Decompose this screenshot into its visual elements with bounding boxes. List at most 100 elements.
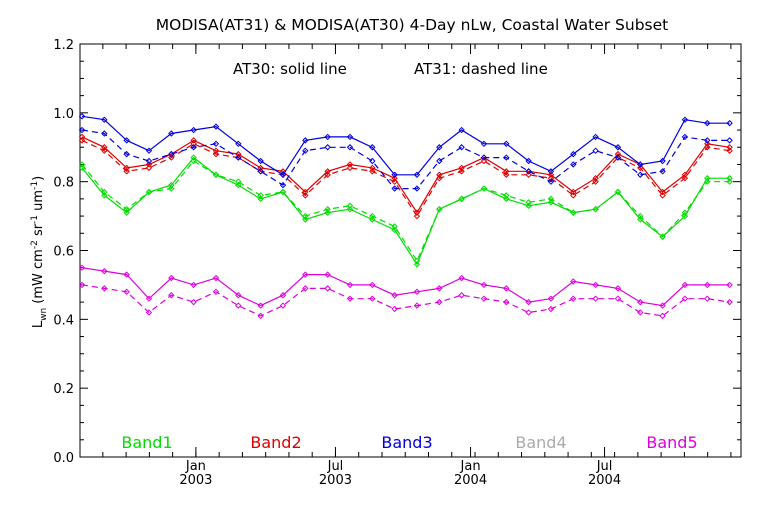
band1-at31-point <box>681 209 689 216</box>
band1-at30-point <box>123 209 130 216</box>
band3-at31-point <box>547 178 555 185</box>
band3-at30-point <box>726 119 733 127</box>
y-axis-label-subscript: wn <box>39 308 49 321</box>
band1-at30-point <box>369 216 376 223</box>
band2-at30-point <box>592 175 599 182</box>
band5-at30-point <box>413 288 421 296</box>
band1-at30-point <box>637 216 644 223</box>
y-axis-label-symbol: L <box>31 320 46 328</box>
band2-at30-point <box>614 150 622 158</box>
band1-at31-point <box>436 205 443 213</box>
band3-at30-point <box>592 133 599 141</box>
band5-at31-point <box>212 288 220 296</box>
band5-at30-point <box>637 298 644 306</box>
band5-at31-point <box>413 302 421 309</box>
band5-at31-point <box>145 309 153 316</box>
x-tick-label-year: 2003 <box>179 473 212 488</box>
y-axis-label-exp-2: -1 <box>30 215 40 224</box>
band3-at30-point <box>480 140 488 148</box>
band5-at31-point <box>369 295 376 302</box>
band5-at31-point <box>681 295 689 302</box>
band5-at31-point <box>190 298 197 306</box>
band5-at30-point <box>279 292 287 299</box>
band5-at31-point <box>592 295 599 302</box>
band2-at31-point <box>369 168 376 175</box>
band2-at31-line <box>81 139 730 218</box>
band5-at31-point <box>659 312 666 320</box>
band3-at30-point <box>570 150 577 158</box>
band2-at30-point <box>681 171 689 178</box>
band3-at31-point <box>659 168 666 175</box>
band1-at30-point <box>726 175 733 182</box>
band5-at30-point <box>324 271 331 278</box>
y-tick-label: 0.8 <box>53 176 74 191</box>
band2-at30-line <box>81 136 730 214</box>
band2-at31-point <box>302 192 309 199</box>
band2-at31-point <box>436 175 443 182</box>
band2-at31-point <box>704 144 711 151</box>
band5-at30-point <box>525 298 532 306</box>
band1-at30-point <box>101 192 108 199</box>
band3-at30-point <box>369 144 376 151</box>
band1-at31-point <box>190 157 197 165</box>
band1-at31-point <box>480 185 488 192</box>
band2-at30-point <box>659 188 666 196</box>
band2-at31-point <box>592 178 599 185</box>
band3-at30-point <box>212 123 220 130</box>
band2-at31-point <box>570 192 577 199</box>
band2-at31-point <box>726 147 733 154</box>
band1-at31-point <box>212 171 220 178</box>
band1-at31-point <box>726 178 733 185</box>
band1-at30-point <box>391 226 398 234</box>
band5-at30-point <box>78 264 86 271</box>
band2-at30-point <box>212 147 220 154</box>
band3-at31-point <box>302 147 309 154</box>
legend-band2: Band2 <box>250 433 301 452</box>
band2-at31-point <box>391 178 398 185</box>
band5-at30-point <box>212 274 220 282</box>
y-tick-label: 0.6 <box>53 245 74 260</box>
y-axis-label-units-4: ) <box>31 176 46 181</box>
band3-at31-point <box>279 181 287 189</box>
band3-at31-point <box>369 157 376 165</box>
band5-at31-point <box>101 285 108 292</box>
band3-at30-point <box>503 140 510 148</box>
band2-at31-point <box>324 171 331 178</box>
band5-at30-point <box>302 271 309 278</box>
band5-at30-point <box>168 274 175 282</box>
band2-at30-point <box>190 137 197 144</box>
band2-at31-point <box>145 164 153 172</box>
band3-at31-point <box>101 130 108 137</box>
band3-at31-point <box>413 185 421 192</box>
band1-at30-point <box>190 154 197 161</box>
y-tick-label: 1.2 <box>53 38 74 53</box>
band3-at31-point <box>436 157 443 165</box>
x-tick-label-month: Jul <box>327 459 344 474</box>
legend-band5: Band5 <box>646 433 697 452</box>
band1-at30-point <box>346 205 354 213</box>
band5-at30-point <box>346 281 354 289</box>
band2-at31-point <box>101 147 108 154</box>
y-tick-label: 1.0 <box>53 107 74 122</box>
x-tick-label-month: Jan <box>460 459 481 474</box>
band2-at31-point <box>190 140 197 148</box>
band5-at31-point <box>503 298 510 306</box>
band2-at30-point <box>257 164 264 172</box>
band1-at30-point <box>302 216 309 223</box>
band3-at30-point <box>391 171 398 178</box>
band3-at31-point <box>78 126 86 134</box>
band3-at30-point <box>346 133 354 141</box>
band5-at31-point <box>257 312 264 320</box>
band1-at31-point <box>78 161 86 168</box>
band3-at31-point <box>168 150 175 158</box>
x-tick-label-year: 2003 <box>319 473 352 488</box>
band2-at30-point <box>145 161 153 168</box>
band5-at30-point <box>123 271 130 278</box>
band1-at31-point <box>324 205 331 213</box>
band3-at31-point <box>503 154 510 161</box>
band2-at31-point <box>123 168 130 175</box>
band2-at30-point <box>503 168 510 175</box>
band3-at30-point <box>78 113 86 120</box>
band1-at30-point <box>503 195 510 203</box>
